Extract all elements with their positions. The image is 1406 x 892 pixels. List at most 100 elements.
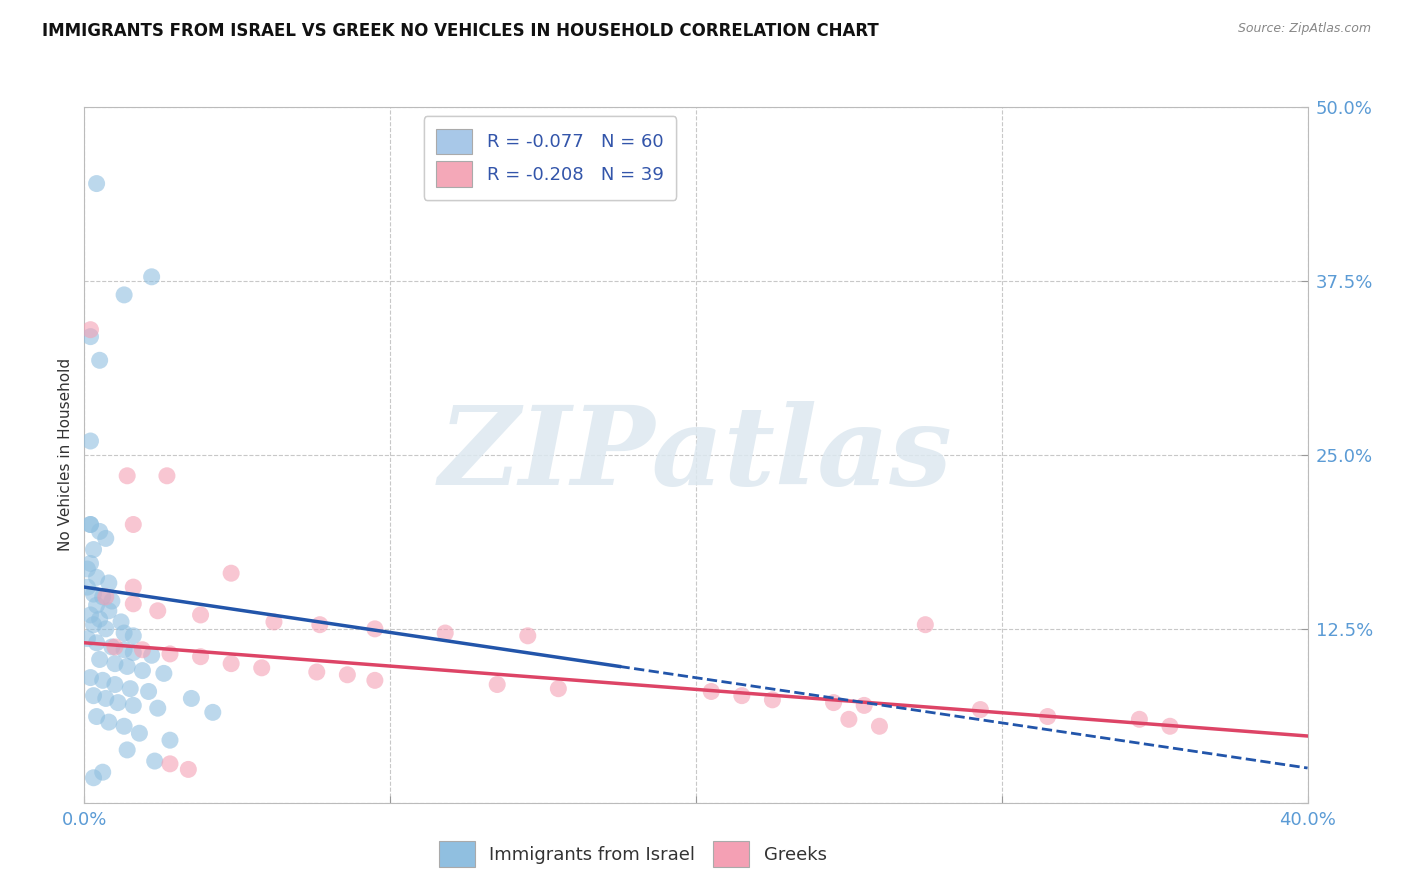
Point xyxy=(104,677,127,691)
Point xyxy=(112,626,135,640)
Point xyxy=(107,696,129,710)
Text: Source: ZipAtlas.com: Source: ZipAtlas.com xyxy=(1237,22,1371,36)
Point xyxy=(128,726,150,740)
Point xyxy=(83,587,105,601)
Point xyxy=(838,712,860,726)
Point xyxy=(86,177,108,191)
Y-axis label: No Vehicles in Household: No Vehicles in Household xyxy=(58,359,73,551)
Point xyxy=(120,681,142,696)
Point xyxy=(364,622,387,636)
Point xyxy=(101,640,124,654)
Point xyxy=(79,607,101,622)
Point xyxy=(83,689,105,703)
Point xyxy=(146,604,169,618)
Point xyxy=(153,666,176,681)
Point xyxy=(190,607,212,622)
Point xyxy=(86,709,108,723)
Point xyxy=(122,580,145,594)
Point xyxy=(141,648,163,663)
Point xyxy=(97,576,120,591)
Point xyxy=(83,542,105,557)
Point xyxy=(308,617,330,632)
Point xyxy=(250,661,273,675)
Text: IMMIGRANTS FROM ISRAEL VS GREEK NO VEHICLES IN HOUSEHOLD CORRELATION CHART: IMMIGRANTS FROM ISRAEL VS GREEK NO VEHIC… xyxy=(42,22,879,40)
Point xyxy=(1128,712,1150,726)
Point xyxy=(131,664,153,678)
Point xyxy=(305,665,328,679)
Point xyxy=(159,647,181,661)
Point xyxy=(700,684,723,698)
Point xyxy=(79,671,101,685)
Point xyxy=(336,667,359,681)
Point xyxy=(104,657,127,671)
Point xyxy=(914,617,936,632)
Point xyxy=(79,517,101,532)
Point xyxy=(143,754,166,768)
Point xyxy=(112,642,135,657)
Point xyxy=(190,649,212,664)
Point xyxy=(434,626,457,640)
Point xyxy=(516,629,538,643)
Point xyxy=(91,590,114,604)
Point xyxy=(112,288,135,302)
Point xyxy=(122,597,145,611)
Point xyxy=(115,743,138,757)
Point xyxy=(180,691,202,706)
Point xyxy=(97,715,120,730)
Point xyxy=(159,733,181,747)
Point xyxy=(86,636,108,650)
Point xyxy=(115,659,138,673)
Point xyxy=(159,756,181,771)
Point xyxy=(94,590,117,604)
Legend: R = -0.077   N = 60, R = -0.208   N = 39: R = -0.077 N = 60, R = -0.208 N = 39 xyxy=(423,116,676,200)
Point xyxy=(76,562,98,576)
Point xyxy=(122,646,145,660)
Point xyxy=(131,642,153,657)
Point xyxy=(89,612,111,626)
Point xyxy=(141,269,163,284)
Point xyxy=(79,517,101,532)
Point xyxy=(112,719,135,733)
Point xyxy=(86,570,108,584)
Point xyxy=(263,615,285,629)
Point xyxy=(969,702,991,716)
Point xyxy=(823,696,845,710)
Point xyxy=(76,632,98,646)
Point xyxy=(177,763,200,777)
Point xyxy=(79,329,101,343)
Point xyxy=(86,598,108,612)
Point xyxy=(731,689,754,703)
Point xyxy=(79,557,101,571)
Point xyxy=(761,693,783,707)
Point xyxy=(853,698,876,713)
Text: ZIPatlas: ZIPatlas xyxy=(439,401,953,508)
Point xyxy=(94,691,117,706)
Point xyxy=(91,765,114,780)
Point xyxy=(122,629,145,643)
Point xyxy=(76,580,98,594)
Point xyxy=(547,681,569,696)
Point xyxy=(79,434,101,448)
Point xyxy=(89,353,111,368)
Legend: Immigrants from Israel, Greeks: Immigrants from Israel, Greeks xyxy=(432,834,834,874)
Point xyxy=(101,594,124,608)
Point xyxy=(94,622,117,636)
Point xyxy=(89,652,111,666)
Point xyxy=(1159,719,1181,733)
Point xyxy=(364,673,387,688)
Point xyxy=(89,524,111,539)
Point xyxy=(110,615,132,629)
Point xyxy=(97,604,120,618)
Point xyxy=(1036,709,1059,723)
Point xyxy=(83,617,105,632)
Point xyxy=(115,468,138,483)
Point xyxy=(219,566,242,581)
Point xyxy=(91,673,114,688)
Point xyxy=(146,701,169,715)
Point xyxy=(486,677,509,691)
Point xyxy=(122,698,145,713)
Point xyxy=(79,323,101,337)
Point xyxy=(156,468,179,483)
Point xyxy=(104,640,127,654)
Point xyxy=(83,771,105,785)
